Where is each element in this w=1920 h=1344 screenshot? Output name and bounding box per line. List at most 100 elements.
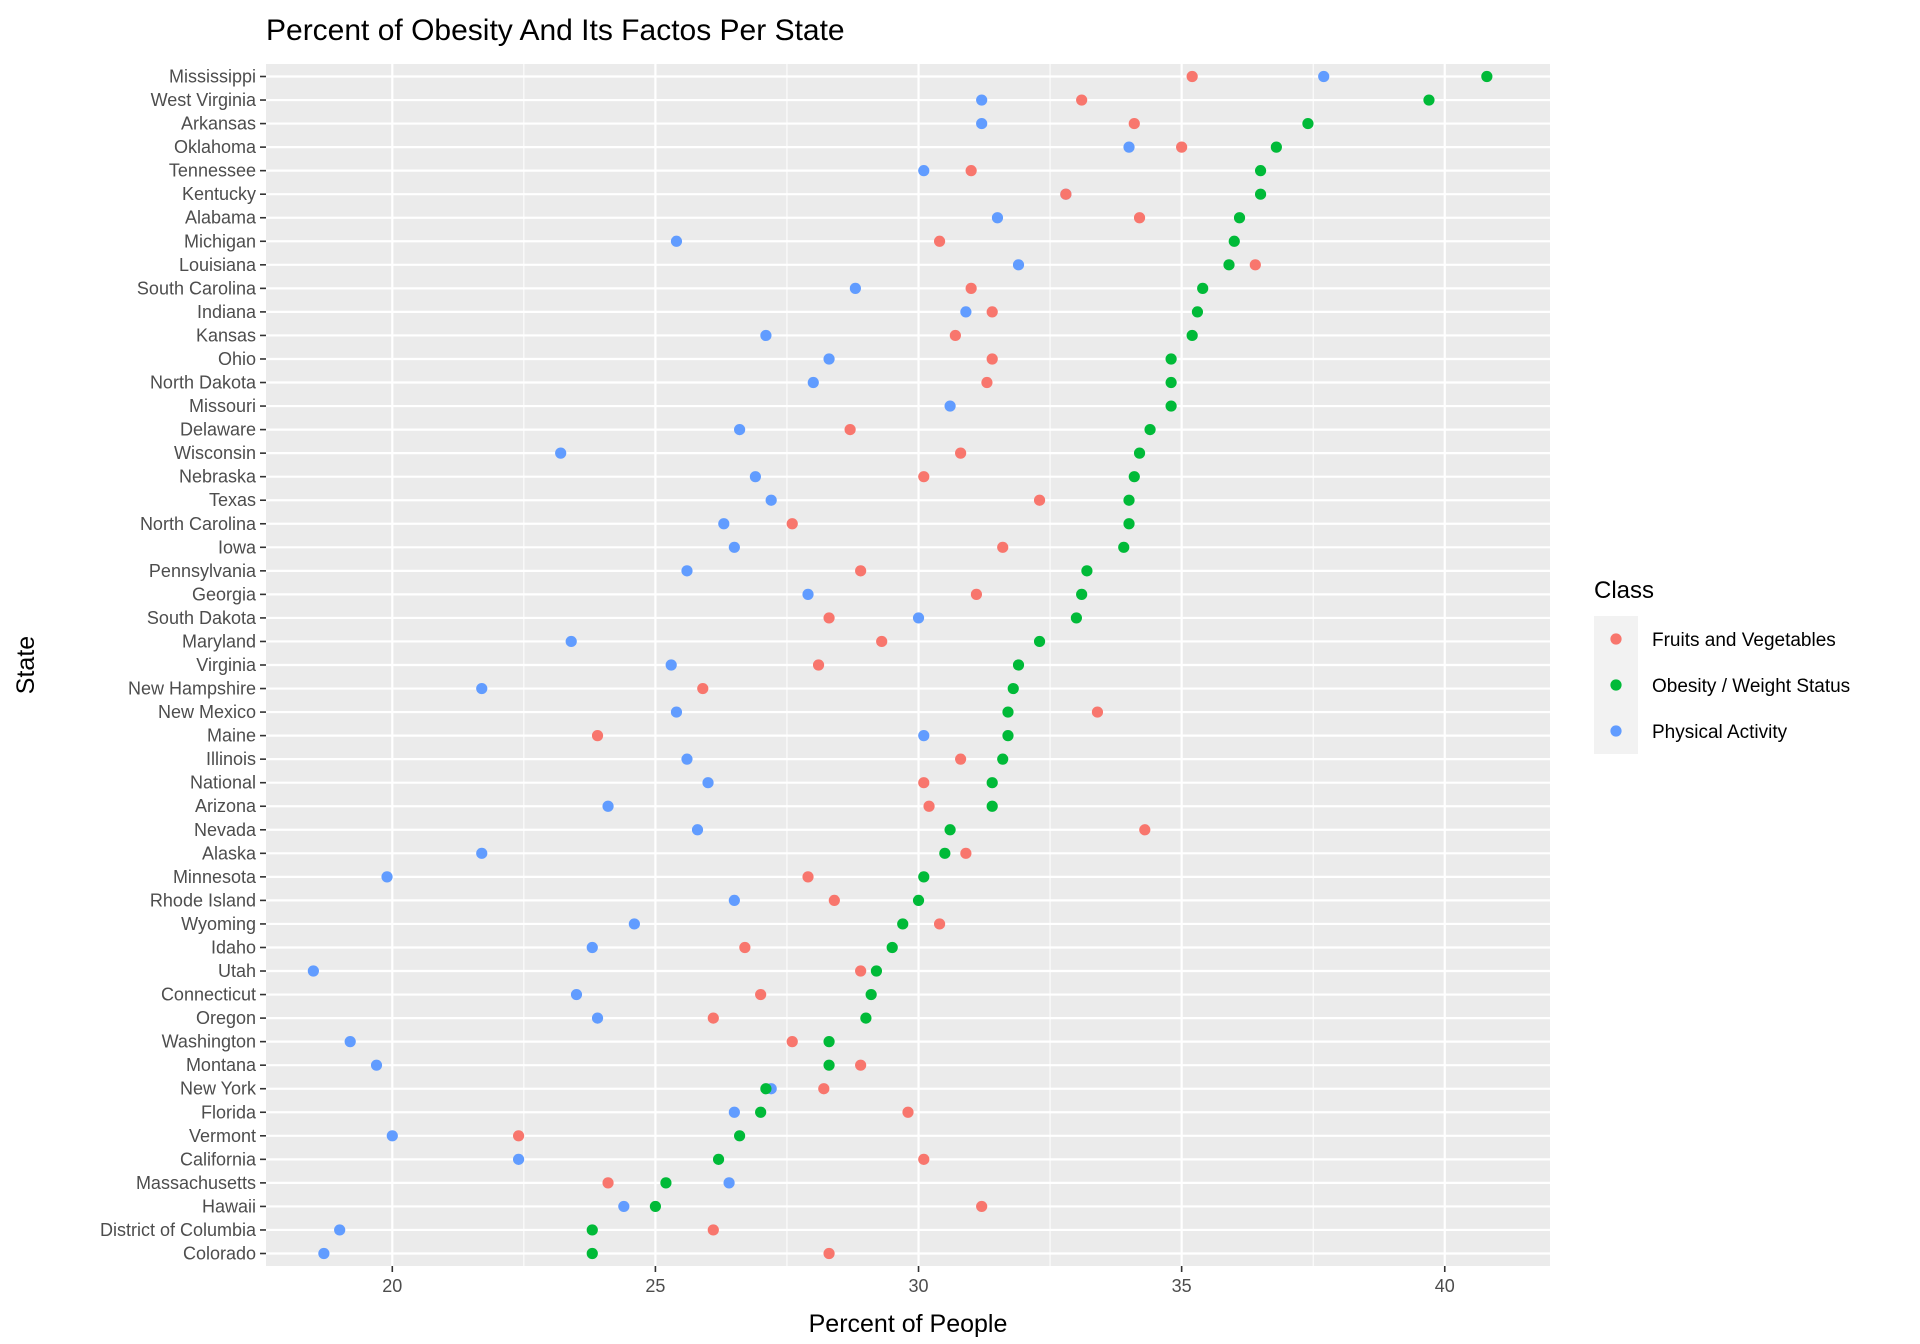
data-point xyxy=(886,941,898,954)
data-point xyxy=(512,1130,525,1142)
data-point xyxy=(1423,94,1435,106)
major-gridlines xyxy=(266,64,1550,1266)
data-point xyxy=(765,494,777,506)
data-point xyxy=(628,918,640,930)
data-point xyxy=(707,1012,719,1024)
data-point xyxy=(618,1200,630,1213)
data-point xyxy=(807,376,819,389)
y-tick-label: Kansas xyxy=(196,325,256,345)
chart-title: Percent of Obesity And Its Factos Per St… xyxy=(266,14,845,47)
data-point xyxy=(960,306,972,318)
data-point xyxy=(755,988,767,1001)
data-point xyxy=(923,800,935,812)
data-point xyxy=(1002,730,1014,742)
data-point xyxy=(902,1106,914,1118)
y-tick-label: Wyoming xyxy=(181,914,256,934)
data-point xyxy=(1070,612,1082,624)
data-point xyxy=(1139,824,1151,836)
x-tick-label: 25 xyxy=(645,1276,665,1296)
data-point xyxy=(897,918,909,930)
data-point xyxy=(976,1200,988,1213)
y-tick-label: Rhode Island xyxy=(150,890,256,910)
data-point xyxy=(986,777,998,789)
data-point xyxy=(691,824,704,836)
y-tick-label: Kentucky xyxy=(182,184,256,204)
y-tick-label: Illinois xyxy=(206,749,256,769)
data-point xyxy=(334,1224,346,1236)
y-tick-label: Arizona xyxy=(195,796,257,816)
data-point xyxy=(755,1106,767,1118)
data-point xyxy=(749,471,761,483)
y-tick-label: Oklahoma xyxy=(174,137,257,157)
data-point xyxy=(1223,259,1235,271)
data-point xyxy=(702,777,714,789)
y-axis-title: State xyxy=(12,636,40,694)
data-point xyxy=(1123,518,1135,530)
data-point xyxy=(1270,141,1282,153)
data-point xyxy=(1076,588,1088,600)
data-point xyxy=(1012,659,1025,671)
data-point xyxy=(918,871,930,883)
y-tick-label: Georgia xyxy=(192,584,257,604)
data-point xyxy=(1191,306,1204,318)
data-point xyxy=(476,847,488,859)
data-point xyxy=(1033,635,1046,648)
data-point xyxy=(960,847,972,859)
data-point xyxy=(849,282,861,294)
data-point xyxy=(707,1224,719,1236)
data-point xyxy=(307,965,319,977)
data-point xyxy=(697,682,709,695)
data-point xyxy=(586,1224,598,1236)
y-tick-label: Arkansas xyxy=(181,114,256,134)
data-point xyxy=(860,1012,872,1024)
y-tick-label: Indiana xyxy=(197,302,257,322)
data-point xyxy=(870,965,883,977)
y-tick-label: Iowa xyxy=(218,537,257,557)
data-point xyxy=(855,565,867,577)
y-tick-label: Idaho xyxy=(211,937,256,957)
data-point xyxy=(681,565,693,577)
data-point xyxy=(1002,706,1014,718)
data-point xyxy=(997,541,1009,553)
data-point xyxy=(823,1059,835,1071)
y-tick-label: Virginia xyxy=(196,655,257,675)
y-tick-label: Alaska xyxy=(202,843,257,863)
data-point xyxy=(1144,424,1156,436)
data-point xyxy=(649,1200,662,1213)
data-point xyxy=(1197,282,1209,294)
data-point xyxy=(1254,165,1267,177)
data-point xyxy=(944,824,956,836)
data-point xyxy=(1060,188,1072,200)
y-tick-label: West Virginia xyxy=(151,90,257,110)
data-point xyxy=(1186,329,1198,342)
legend: Class Fruits and Vegetables Obesity / Wei… xyxy=(1594,577,1850,754)
data-point xyxy=(591,730,604,742)
data-point xyxy=(970,588,983,600)
y-tick-label: Maryland xyxy=(182,631,256,651)
data-point xyxy=(670,706,683,718)
data-point xyxy=(939,847,951,859)
data-point xyxy=(823,353,835,365)
legend-key xyxy=(1610,679,1622,691)
data-point xyxy=(1091,706,1104,718)
data-point xyxy=(1318,70,1330,83)
data-point xyxy=(986,800,998,812)
data-point xyxy=(823,612,835,624)
data-point xyxy=(912,612,925,624)
data-point xyxy=(955,447,967,459)
x-tick-label: 30 xyxy=(909,1276,929,1296)
data-point xyxy=(386,1130,398,1142)
data-point xyxy=(1012,259,1025,271)
data-point xyxy=(933,235,946,247)
data-point xyxy=(1165,353,1177,365)
data-point xyxy=(818,1083,830,1095)
x-axis: 20 25 30 35 40 xyxy=(382,1266,1455,1296)
data-point xyxy=(1302,117,1314,130)
data-point xyxy=(865,988,877,1001)
data-point xyxy=(555,447,567,459)
data-point xyxy=(712,1153,725,1165)
data-point xyxy=(1165,376,1177,389)
data-point xyxy=(718,518,730,530)
data-point xyxy=(812,659,825,671)
data-point xyxy=(1128,117,1140,130)
